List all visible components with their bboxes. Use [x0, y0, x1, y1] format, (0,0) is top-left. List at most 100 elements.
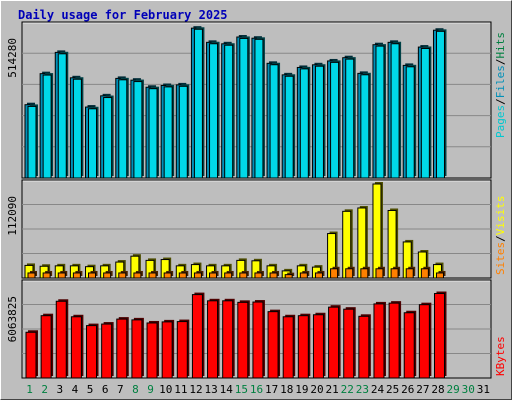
legend-hits-files-pages-entry: Hits: [494, 32, 507, 59]
kbytes-bar: [282, 316, 294, 379]
day-label: 31: [477, 383, 490, 396]
day-label: 1: [26, 383, 33, 396]
kbytes-bar: [191, 294, 203, 379]
sites-bar: [254, 272, 263, 279]
files-bar: [42, 74, 52, 179]
kbytes-bar: [146, 322, 158, 379]
sites-bar: [209, 272, 218, 279]
day-label: 19: [295, 383, 308, 396]
files-bar: [299, 68, 309, 179]
sites-bar: [42, 272, 51, 279]
files-bar: [72, 78, 82, 179]
day-label: 29: [447, 383, 460, 396]
kbytes-bar: [328, 306, 340, 379]
sites-bar: [314, 272, 323, 279]
day-label: 16: [250, 383, 263, 396]
files-bar: [314, 65, 324, 179]
day-label: 18: [280, 383, 293, 396]
kbytes-bar: [25, 331, 37, 379]
files-bar: [193, 28, 203, 179]
legend-kbytes: KBytes: [494, 336, 507, 376]
legend-hits-files-pages-entry: Pages: [494, 105, 507, 138]
kbytes-bar: [373, 303, 385, 379]
kbytes-bar: [176, 321, 188, 379]
visits-bar: [372, 183, 382, 279]
day-label: 2: [41, 383, 48, 396]
kbytes-bar: [252, 301, 264, 379]
kbytes-bar: [358, 315, 370, 379]
files-bar: [405, 66, 415, 179]
sites-bar: [193, 272, 202, 279]
day-label: 28: [431, 383, 444, 396]
sites-bar: [299, 272, 308, 279]
day-label: 12: [189, 383, 202, 396]
kbytes-bar: [222, 300, 234, 379]
files-bar: [269, 64, 279, 179]
kbytes-bar: [312, 314, 324, 379]
day-label: 8: [132, 383, 139, 396]
kbytes-bar: [237, 301, 249, 379]
day-label: 14: [220, 383, 234, 396]
day-label: 17: [265, 383, 278, 396]
sites-bar: [239, 272, 248, 279]
sites-bar: [72, 272, 81, 279]
day-label: 15: [235, 383, 248, 396]
files-bar: [103, 97, 113, 179]
day-label: 30: [462, 383, 475, 396]
legend-kbytes-entry: KBytes: [494, 336, 507, 376]
sites-bar: [405, 268, 414, 279]
kbytes-bar: [207, 300, 219, 379]
sites-bar: [269, 272, 278, 279]
day-label: 11: [174, 383, 187, 396]
day-label: 26: [401, 383, 414, 396]
sites-bar: [284, 274, 293, 279]
day-label: 27: [416, 383, 429, 396]
sites-bar: [420, 268, 429, 279]
files-bar: [360, 74, 370, 179]
sites-bar: [345, 268, 354, 279]
files-bar: [178, 85, 188, 179]
files-bar: [148, 88, 158, 179]
files-bar: [27, 105, 37, 179]
kbytes-bar: [131, 319, 143, 379]
legend-sites-visits: Sites/Visits: [494, 196, 507, 276]
sites-bar: [57, 272, 66, 279]
sites-bar: [27, 272, 36, 279]
files-bar: [254, 38, 264, 179]
kbytes-bar: [55, 300, 67, 379]
kbytes-bar: [267, 311, 279, 379]
files-bar: [239, 37, 249, 179]
sites-bar: [390, 268, 399, 279]
kbytes-bar: [116, 318, 128, 379]
chart-title: Daily usage for February 2025: [18, 8, 228, 22]
sites-bar: [360, 268, 369, 279]
day-label: 24: [371, 383, 385, 396]
files-bar: [420, 47, 430, 179]
kbytes-bar: [101, 323, 113, 379]
day-label: 4: [72, 383, 79, 396]
day-label: 5: [87, 383, 94, 396]
files-bar: [88, 108, 98, 179]
files-bar: [375, 45, 385, 179]
kbytes-bar: [161, 321, 173, 379]
day-label: 23: [356, 383, 369, 396]
files-bar: [57, 53, 67, 179]
legend-sites-visits-entry: Sites: [494, 242, 507, 275]
legend-sites-visits-separator: /: [494, 235, 507, 242]
kbytes-bar: [418, 304, 430, 379]
files-bar: [163, 86, 173, 179]
kbytes-bar: [297, 315, 309, 379]
day-label: 13: [204, 383, 217, 396]
legend-hits-files-pages-separator: /: [494, 98, 507, 105]
day-label: 25: [386, 383, 399, 396]
files-bar: [345, 58, 355, 179]
day-label: 22: [341, 383, 354, 396]
sites-bar: [88, 272, 97, 279]
day-label: 9: [147, 383, 154, 396]
day-label: 21: [326, 383, 339, 396]
sites-bar: [435, 272, 444, 279]
kbytes-bar: [433, 293, 445, 379]
files-bar: [390, 43, 400, 179]
files-bar: [435, 30, 445, 179]
